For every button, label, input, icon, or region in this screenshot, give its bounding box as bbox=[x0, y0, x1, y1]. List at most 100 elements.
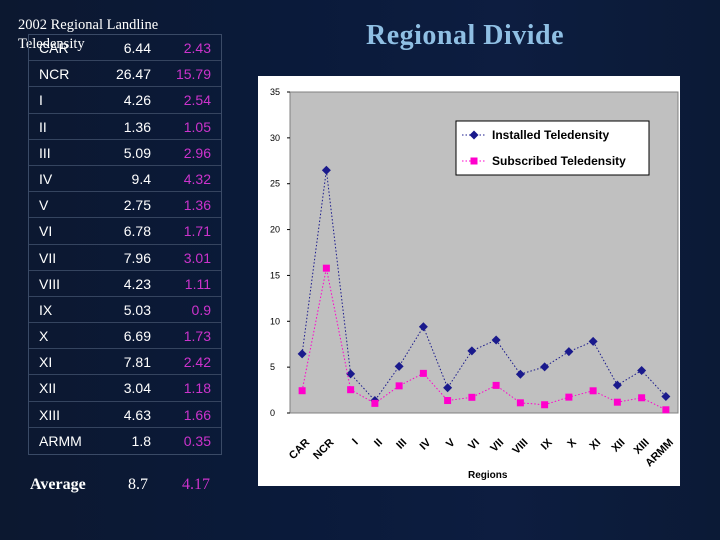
slide-title: Regional Divide bbox=[366, 20, 565, 51]
data-point-subscribed bbox=[468, 393, 476, 401]
average-subscribed: 4.17 bbox=[182, 476, 210, 493]
data-point-subscribed bbox=[613, 398, 621, 406]
data-point-installed bbox=[297, 349, 307, 359]
x-tick-label: XIII bbox=[632, 437, 652, 457]
x-tick-label: V bbox=[444, 436, 458, 450]
table-row: VI 6.78 1.71 bbox=[29, 218, 221, 245]
subscribed-cell: 1.18 bbox=[183, 380, 211, 397]
table-row: V 2.75 1.36 bbox=[29, 192, 221, 219]
x-tick-label: X bbox=[565, 436, 579, 450]
x-tick-label: NCR bbox=[311, 437, 336, 462]
legend-label: Installed Teledensity bbox=[492, 128, 609, 142]
y-tick-label: 0 bbox=[270, 408, 275, 418]
y-tick-label: 30 bbox=[270, 133, 280, 143]
x-tick-label: I bbox=[350, 437, 361, 448]
data-point-installed bbox=[564, 347, 574, 357]
region-cell: VII bbox=[39, 249, 57, 266]
installed-cell: 6.44 bbox=[123, 40, 151, 56]
data-point-installed bbox=[661, 391, 671, 401]
region-cell: IV bbox=[39, 170, 53, 187]
average-label: Average bbox=[30, 476, 86, 493]
average-row: Average 8.7 4.17 bbox=[28, 476, 228, 500]
data-point-installed bbox=[540, 362, 550, 372]
table-row: XII 3.04 1.18 bbox=[29, 375, 221, 402]
subscribed-cell: 4.32 bbox=[183, 170, 211, 187]
table-row: IX 5.03 0.9 bbox=[29, 297, 221, 324]
subscribed-cell: 1.71 bbox=[183, 223, 211, 240]
subscribed-cell: 2.43 bbox=[183, 40, 211, 56]
region-cell: ARMM bbox=[39, 432, 82, 449]
data-point-subscribed bbox=[589, 387, 597, 395]
series-line bbox=[301, 268, 667, 411]
data-point-installed bbox=[588, 336, 598, 346]
installed-cell: 6.69 bbox=[123, 328, 151, 345]
subscribed-cell: 0.35 bbox=[183, 432, 211, 449]
x-tick-label: VII bbox=[488, 437, 506, 455]
region-cell: VIII bbox=[39, 275, 61, 292]
region-cell: I bbox=[39, 92, 43, 109]
table-row: XIII 4.63 1.66 bbox=[29, 402, 221, 428]
data-point-subscribed bbox=[638, 394, 646, 402]
subscribed-cell: 2.42 bbox=[183, 354, 211, 371]
data-point-subscribed bbox=[395, 382, 403, 390]
installed-cell: 4.63 bbox=[123, 406, 151, 423]
region-cell: XII bbox=[39, 380, 57, 397]
subscribed-cell: 1.66 bbox=[183, 406, 211, 423]
table-row: CAR 6.44 2.43 bbox=[29, 35, 221, 62]
subscribed-cell: 2.54 bbox=[183, 92, 211, 109]
table-row: XI 7.81 2.42 bbox=[29, 349, 221, 376]
x-tick-label: XI bbox=[587, 437, 603, 453]
data-point-installed bbox=[394, 361, 404, 371]
installed-cell: 4.23 bbox=[123, 275, 151, 292]
subscribed-cell: 1.73 bbox=[183, 328, 211, 345]
table-row: I 4.26 2.54 bbox=[29, 87, 221, 114]
data-point-installed bbox=[418, 322, 428, 332]
subscribed-cell: 3.01 bbox=[183, 249, 211, 266]
table-caption: 2002 Regional Landline Teledensity bbox=[18, 17, 159, 52]
x-tick-label: VI bbox=[466, 437, 482, 453]
x-axis-label: Regions bbox=[468, 470, 508, 481]
installed-cell: 5.09 bbox=[123, 144, 151, 161]
table-row: VIII 4.23 1.11 bbox=[29, 271, 221, 297]
data-point-subscribed bbox=[541, 401, 549, 409]
data-point-subscribed bbox=[419, 369, 427, 377]
y-tick-label: 15 bbox=[270, 270, 280, 280]
region-cell: XI bbox=[39, 354, 53, 371]
data-point-subscribed bbox=[662, 406, 670, 414]
installed-cell: 26.47 bbox=[115, 66, 151, 83]
region-cell: XIII bbox=[39, 406, 61, 423]
x-tick-label: III bbox=[394, 437, 409, 452]
chart-panel: 0 5 10 15 20 25 30 35 CAR NCR I II III IV V VI VII VIII IX… bbox=[258, 76, 680, 486]
data-point-installed bbox=[612, 380, 622, 390]
data-point-installed bbox=[467, 346, 477, 356]
table-row: ARMM 1.8 0.35 bbox=[29, 428, 221, 454]
legend-label: Subscribed Teledensity bbox=[492, 154, 626, 168]
installed-cell: 6.78 bbox=[123, 223, 151, 240]
y-tick-label: 20 bbox=[270, 225, 280, 235]
data-point-subscribed bbox=[322, 264, 330, 272]
installed-cell: 2.75 bbox=[123, 197, 151, 214]
legend-box bbox=[455, 120, 650, 176]
data-point-subscribed bbox=[565, 393, 573, 401]
installed-cell: 5.03 bbox=[123, 301, 151, 318]
x-tick-label: VIII bbox=[510, 437, 530, 457]
region-cell: CAR bbox=[39, 40, 69, 56]
installed-cell: 1.8 bbox=[131, 432, 151, 449]
data-point-subscribed bbox=[516, 399, 524, 407]
region-cell: VI bbox=[39, 223, 53, 240]
x-tick-label: XII bbox=[609, 437, 627, 455]
x-tick-label: IV bbox=[418, 436, 434, 452]
region-cell: II bbox=[39, 118, 47, 135]
x-tick-label: ARMM bbox=[643, 437, 676, 470]
data-point-installed bbox=[491, 335, 501, 345]
series-line bbox=[301, 170, 667, 402]
installed-cell: 4.26 bbox=[123, 92, 151, 109]
data-point-installed bbox=[443, 383, 453, 393]
subscribed-cell: 15.79 bbox=[175, 66, 211, 83]
table-row: VII 7.96 3.01 bbox=[29, 245, 221, 271]
subscribed-cell: 0.9 bbox=[191, 301, 211, 318]
y-tick-label: 35 bbox=[270, 87, 280, 97]
y-tick-label: 10 bbox=[270, 316, 280, 326]
y-tick-label: 5 bbox=[270, 362, 275, 372]
